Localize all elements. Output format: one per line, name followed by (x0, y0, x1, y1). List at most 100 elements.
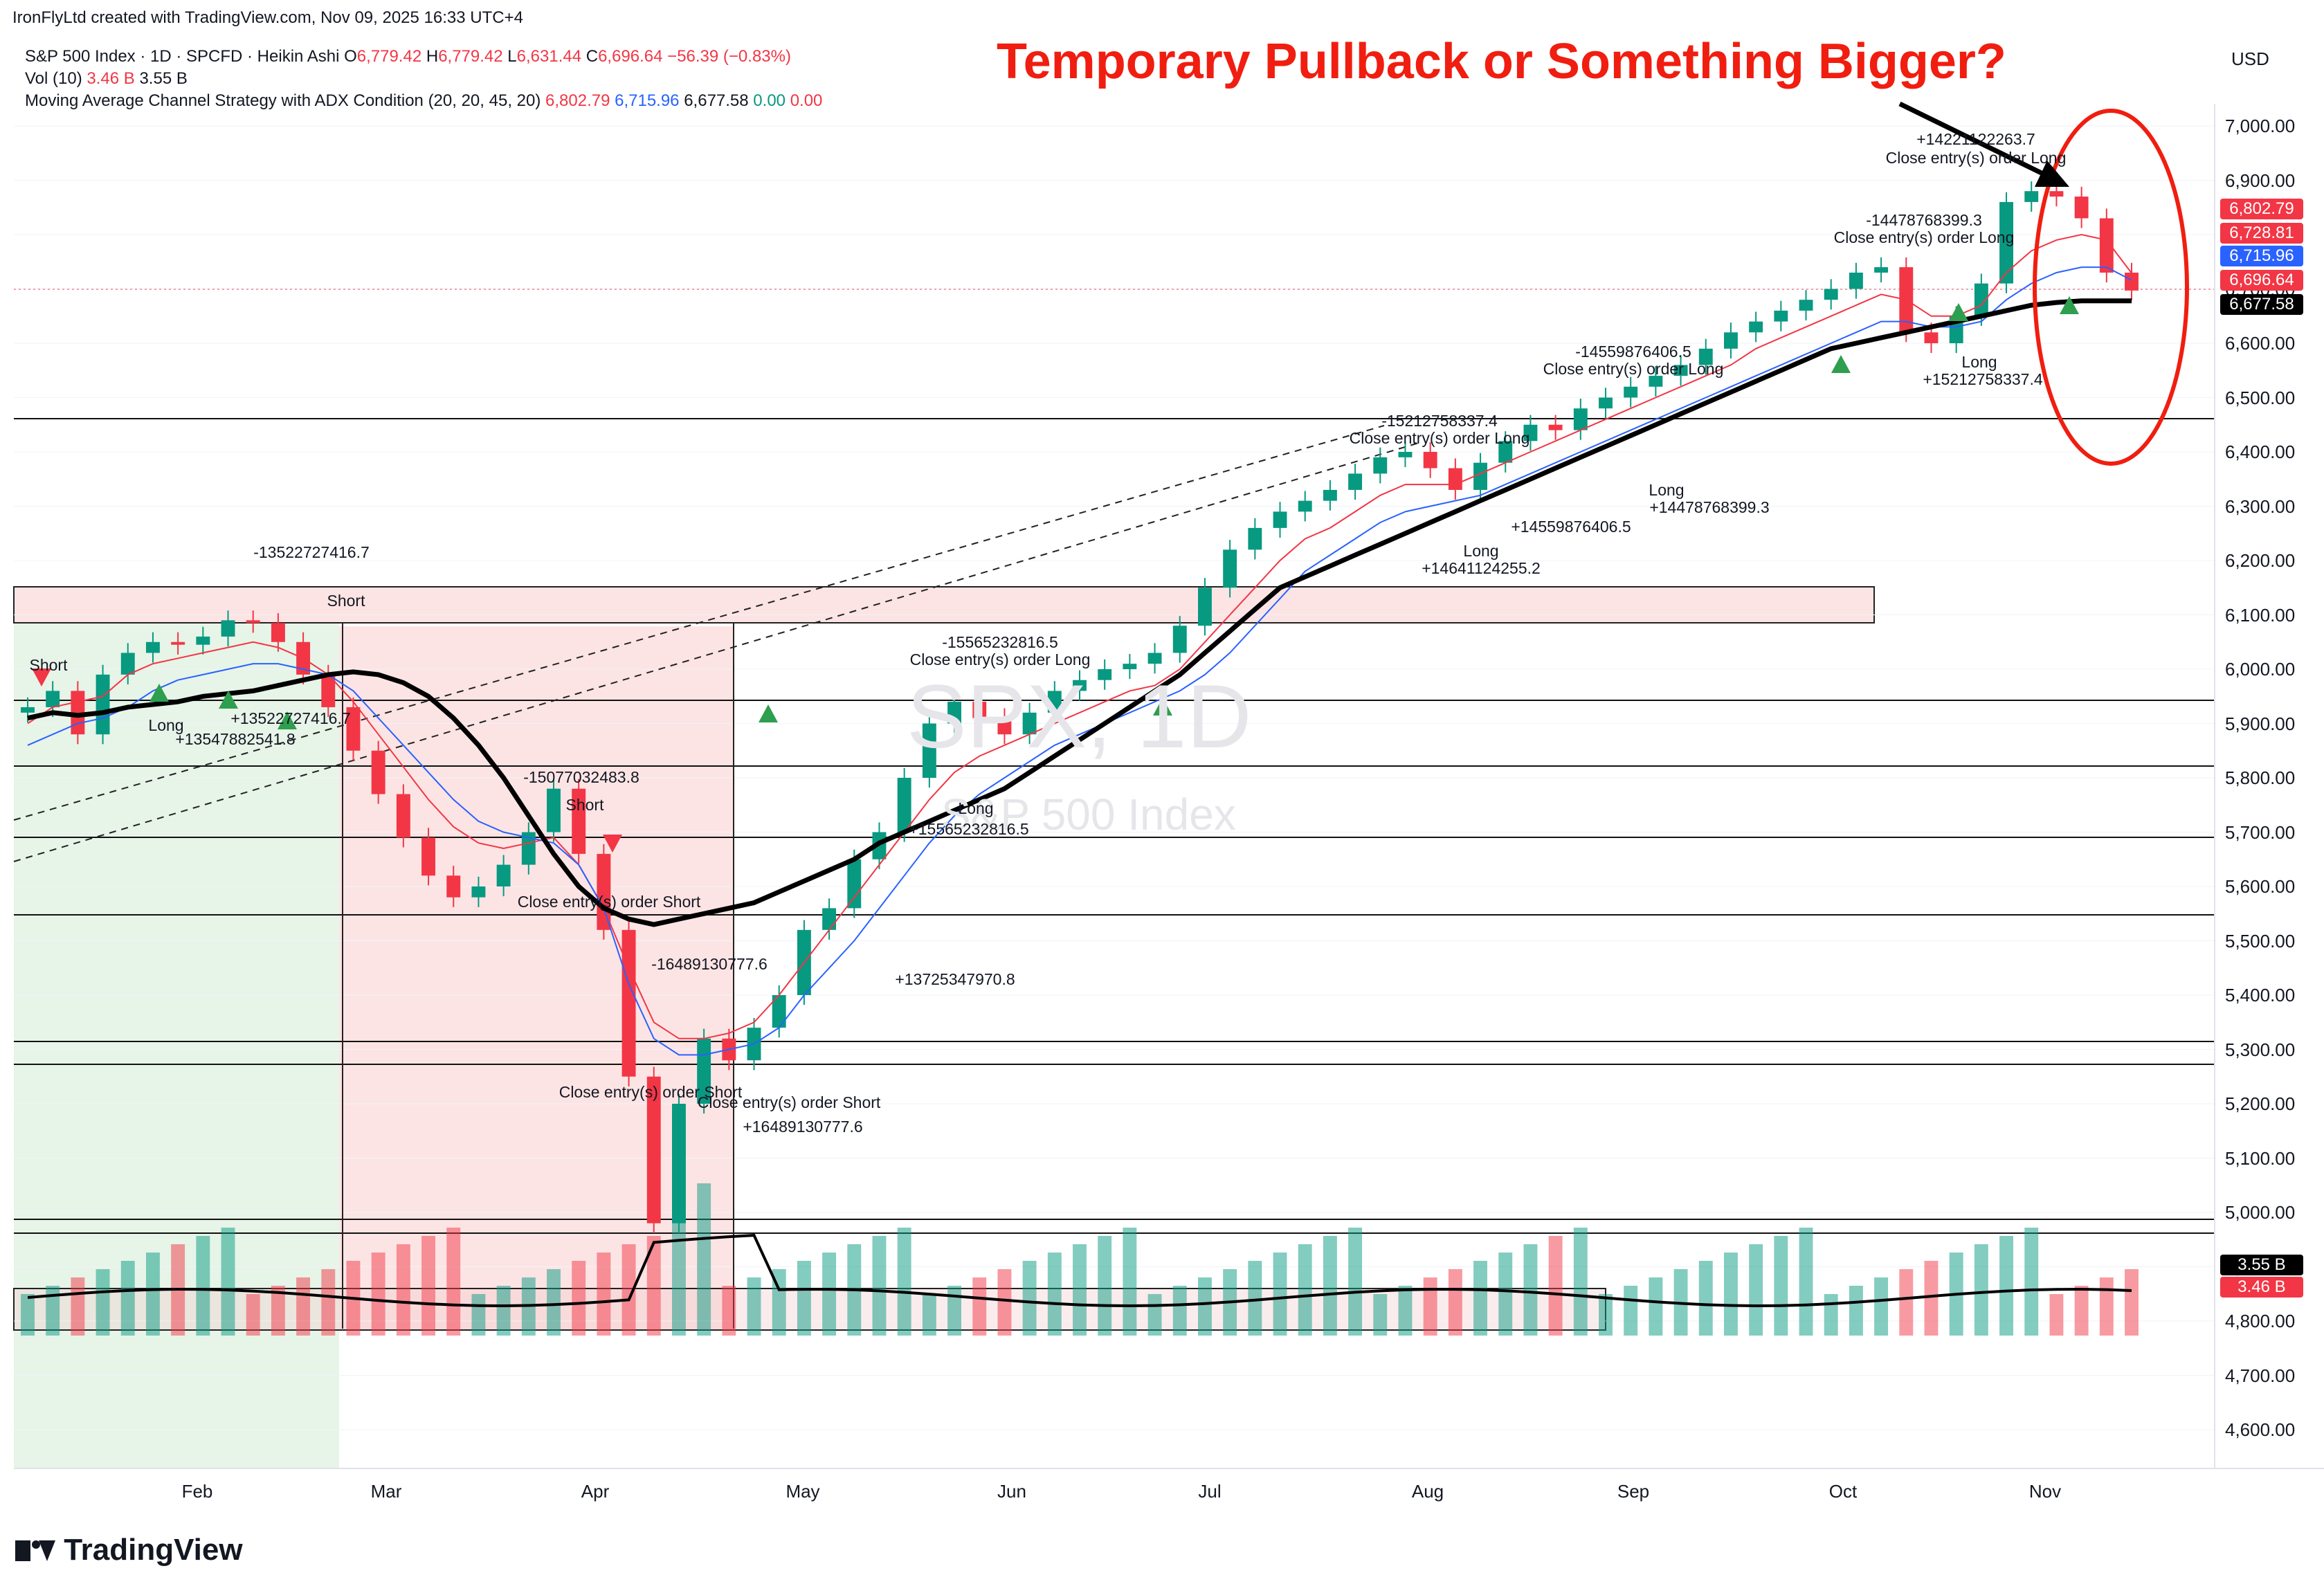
y-tick-label: 5,200.00 (2225, 1093, 2296, 1114)
volume-bar (822, 1253, 837, 1336)
volume-bar (1172, 1286, 1187, 1336)
heikin-ashi-candle (221, 620, 235, 637)
heikin-ashi-candle (1223, 549, 1237, 588)
volume-bar (2024, 1228, 2039, 1336)
heikin-ashi-candle (1473, 462, 1487, 490)
volume-bar (1573, 1228, 1588, 1336)
legend-l-label: L (507, 47, 517, 66)
price-tag[interactable]: 3.55 B (2220, 1255, 2303, 1275)
heikin-ashi-candle (2074, 197, 2089, 219)
heikin-ashi-candle (46, 691, 60, 707)
heikin-ashi-candle (1298, 500, 1312, 512)
heikin-ashi-candle (1548, 424, 1563, 430)
heikin-ashi-candle (1924, 332, 1939, 343)
legend-s4: 0.00 (753, 91, 786, 110)
trade-annotation: Long (1961, 353, 1997, 371)
volume-bar (1974, 1244, 1988, 1336)
volume-bar (1724, 1253, 1738, 1336)
trade-annotation: -14478768399.3 (1866, 211, 1982, 229)
legend-strategy-row: Moving Average Channel Strategy with ADX… (25, 90, 822, 112)
volume-bar (1599, 1294, 1613, 1336)
volume-bar (1248, 1261, 1262, 1336)
volume-bar (1398, 1286, 1413, 1336)
volume-bar (371, 1253, 385, 1336)
long-signal-triangle (149, 684, 169, 702)
legend-symbol[interactable]: S&P 500 Index · 1D · SPCFD · Heikin Ashi (25, 47, 340, 66)
trade-annotation: +14559876406.5 (1511, 518, 1631, 536)
price-tag[interactable]: 6,728.81 (2220, 223, 2303, 244)
trend-line-2 (13, 425, 1385, 821)
heikin-ashi-candle (1323, 489, 1337, 501)
heikin-ashi-candle (997, 718, 1012, 735)
heikin-ashi-candle (1123, 664, 1137, 669)
heikin-ashi-candle (171, 641, 185, 645)
volume-bar (547, 1269, 561, 1336)
legend-vol-label[interactable]: Vol (10) (25, 69, 82, 88)
heikin-ashi-candle (246, 620, 260, 623)
heikin-ashi-candle (1248, 527, 1262, 550)
heikin-ashi-candle (847, 859, 862, 909)
price-tag[interactable]: 3.46 B (2220, 1277, 2303, 1298)
tradingview-logo[interactable]: TradingView (15, 1533, 243, 1567)
volume-bar (1698, 1261, 1713, 1336)
trade-annotation: Long (1463, 542, 1499, 560)
y-tick-label: 5,000.00 (2225, 1202, 2296, 1223)
volume-bar (621, 1244, 636, 1336)
trade-annotation: Close entry(s) order Long (1543, 360, 1724, 378)
legend-s5: 0.00 (790, 91, 823, 110)
volume-bar (747, 1277, 761, 1336)
volume-bar (947, 1286, 961, 1336)
y-tick-label: 4,600.00 (2225, 1419, 2296, 1440)
heikin-ashi-candle (321, 674, 336, 707)
y-tick-label: 6,100.00 (2225, 604, 2296, 626)
heikin-ashi-candle (1022, 712, 1037, 735)
y-tick-label: 7,000.00 (2225, 116, 2296, 136)
heikin-ashi-candle (1599, 397, 1613, 409)
volume-bar (21, 1294, 35, 1336)
legend-change: −56.39 (−0.83%) (667, 47, 791, 66)
legend-strategy[interactable]: Moving Average Channel Strategy with ADX… (25, 91, 541, 110)
x-tick-label: Aug (1411, 1481, 1444, 1502)
y-tick-label: 4,700.00 (2225, 1365, 2296, 1386)
heikin-ashi-candle (947, 702, 961, 724)
currency-label[interactable]: USD (2231, 48, 2269, 69)
ema-fast-line (27, 233, 2132, 1039)
price-tag[interactable]: 6,677.58 (2220, 294, 2303, 315)
y-tick-label: 6,400.00 (2225, 442, 2296, 462)
heikin-ashi-candle (1398, 452, 1413, 457)
volume-bar (1198, 1277, 1212, 1336)
volume-bar (1799, 1228, 1813, 1336)
brand-name: TradingView (64, 1533, 243, 1567)
price-tag[interactable]: 6,715.96 (2220, 246, 2303, 266)
volume-bar (1373, 1294, 1388, 1336)
heikin-ashi-candle (897, 778, 911, 832)
volume-bar (1448, 1269, 1462, 1336)
heikin-ashi-candle (1824, 289, 1838, 300)
heikin-ashi-candle (396, 794, 410, 838)
heikin-ashi-candle (1098, 669, 1112, 680)
price-tag[interactable]: 6,696.64 (2220, 270, 2303, 291)
heikin-ashi-candle (196, 636, 210, 645)
volume-bar (1147, 1294, 1162, 1336)
volume-bar (672, 1117, 686, 1336)
volume-bar (1824, 1294, 1838, 1336)
heikin-ashi-candle (1047, 691, 1062, 713)
heikin-ashi-candle (2049, 191, 2064, 197)
x-tick-label: May (786, 1481, 820, 1502)
volume-bar (246, 1294, 260, 1336)
trade-annotation: Short (29, 656, 68, 674)
trade-annotation: Long (1649, 481, 1685, 499)
volume-bar (1098, 1236, 1112, 1336)
volume-bar (2099, 1277, 2114, 1336)
heikin-ashi-candle (346, 707, 361, 751)
heikin-ashi-candle (772, 995, 786, 1028)
heikin-ashi-candle (1698, 348, 1713, 365)
volume-bar (1348, 1228, 1363, 1336)
price-tag[interactable]: 6,802.79 (2220, 199, 2303, 219)
trade-annotation: Long (958, 799, 994, 817)
headline: Temporary Pullback or Something Bigger? (997, 34, 2006, 89)
pointer-arrow-head (2035, 161, 2069, 187)
heikin-ashi-candle (1423, 452, 1437, 468)
y-tick-label: 6,300.00 (2225, 495, 2296, 517)
